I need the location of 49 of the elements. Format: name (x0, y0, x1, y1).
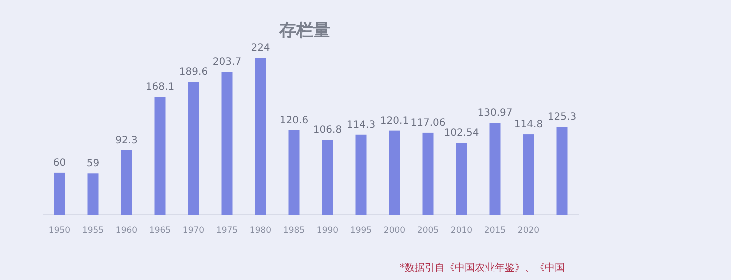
bar (490, 123, 501, 215)
data-label: 189.6 (179, 67, 208, 78)
data-label: 114.3 (346, 120, 376, 131)
x-tick-label: 2020 (518, 226, 540, 236)
bar (389, 130, 400, 215)
x-tick-label: 1965 (149, 226, 172, 236)
x-tick-label: 1950 (48, 226, 71, 236)
chart-title: 存栏量 (278, 21, 330, 41)
data-label: 114.8 (514, 120, 544, 131)
data-label: 59 (86, 158, 100, 170)
bar (188, 82, 200, 215)
x-tick-label: 1980 (250, 226, 272, 236)
x-tick-label: 1975 (216, 226, 238, 236)
x-tick-label: 1995 (350, 226, 372, 236)
bar (356, 134, 367, 215)
bar (121, 150, 132, 215)
x-tick-label: 2010 (450, 226, 473, 236)
data-label: 92.3 (116, 135, 138, 146)
x-tick-label: 1970 (182, 226, 205, 236)
bar (322, 140, 334, 215)
x-tick-label: 1960 (116, 226, 138, 236)
data-label: 168.1 (146, 82, 175, 94)
bar (88, 174, 99, 215)
x-tick-label: 1985 (283, 226, 306, 236)
bar (523, 134, 534, 215)
data-label: 203.7 (212, 57, 242, 68)
x-tick-label: 2000 (384, 226, 406, 236)
data-label: 120.1 (380, 116, 410, 127)
data-label: 224 (251, 43, 270, 54)
bar (422, 132, 434, 215)
x-tick-label: 1955 (82, 226, 104, 236)
x-tick-label: 1990 (316, 226, 339, 236)
bar (288, 130, 300, 215)
x-tick-label: 2005 (417, 226, 440, 236)
data-label: 102.54 (444, 128, 480, 140)
bar (556, 127, 568, 215)
data-label: 130.97 (478, 108, 513, 120)
data-label: 60 (53, 158, 66, 169)
bar (255, 58, 266, 215)
x-tick-label: 2015 (484, 226, 506, 236)
bar (456, 143, 468, 215)
bar (54, 172, 66, 215)
data-label: 117.06 (410, 118, 446, 129)
bar (222, 72, 233, 215)
data-label: 125.3 (548, 112, 577, 124)
bar (154, 97, 166, 215)
text: *数据引自《中国农业年鉴》、《中国 (400, 262, 565, 274)
data-label: 106.8 (313, 125, 342, 136)
data-label: 120.6 (280, 115, 309, 126)
